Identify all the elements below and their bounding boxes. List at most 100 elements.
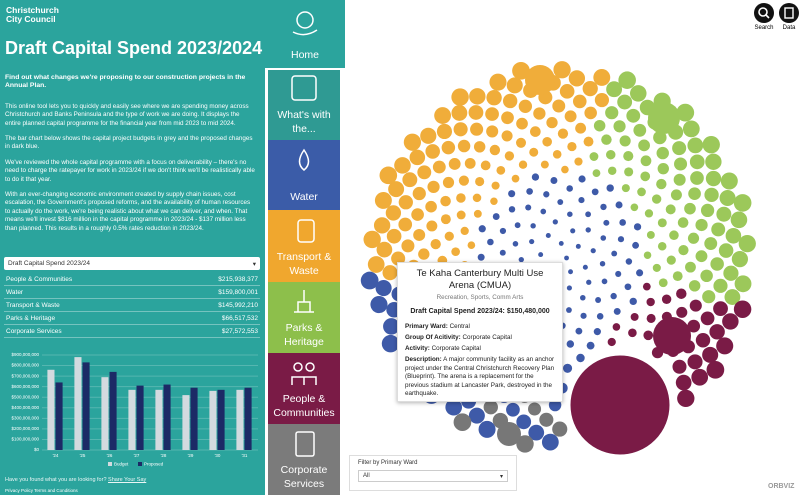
bubble — [704, 237, 718, 250]
bubble — [615, 270, 622, 277]
bubble — [440, 214, 451, 225]
bar — [182, 395, 190, 450]
bubble — [643, 330, 654, 341]
bubble — [706, 360, 725, 379]
legal[interactable]: Privacy Policy Terms and Conditions — [5, 488, 78, 493]
nav-label: Transport & Waste — [276, 251, 332, 277]
filter: Filter by Primary Ward All ▾ — [349, 455, 517, 491]
nav-label: What's with the... — [277, 109, 331, 135]
table-cell: $159,800,001 — [218, 288, 258, 296]
bubble — [470, 122, 484, 136]
tooltip: Te Kaha Canterbury Multi Use Arena (CMUA… — [397, 262, 563, 402]
y-tick-label: $100,000,000 — [11, 437, 39, 442]
nav-tile[interactable]: Water — [268, 140, 340, 210]
dataset-select[interactable]: Draft Capital Spend 2023/24 ▾ — [4, 257, 260, 270]
bubble — [646, 297, 655, 307]
bubble — [629, 297, 637, 306]
bubble — [564, 255, 569, 261]
bubble — [695, 218, 708, 232]
nav-home[interactable]: Home — [265, 0, 345, 68]
nav-tile[interactable]: Parks & Heritage — [268, 282, 340, 353]
bubble — [617, 94, 633, 110]
bubble — [434, 107, 452, 124]
bubble — [642, 282, 651, 291]
tooltip-title: Te Kaha Canterbury Multi Use Arena (CMUA… — [416, 268, 544, 291]
bubble — [713, 301, 728, 317]
bubble — [665, 204, 676, 215]
bubble — [552, 99, 566, 113]
bubble — [412, 186, 426, 201]
data-icon — [779, 3, 799, 23]
bubble — [516, 414, 532, 430]
bubble — [601, 134, 612, 145]
bubble — [370, 295, 388, 314]
bubble — [687, 354, 703, 370]
footer-link[interactable]: Share Your Say — [108, 477, 147, 483]
bubble — [492, 213, 500, 220]
nav-tile[interactable]: Transport & Waste — [268, 210, 340, 282]
bubble — [403, 133, 421, 151]
y-tick-label: $800,000,000 — [11, 363, 39, 368]
bubble — [621, 184, 630, 193]
nav-label: Parks & Heritage — [284, 322, 324, 348]
bubble — [591, 188, 599, 196]
search-button[interactable]: Search — [753, 3, 775, 31]
bubble — [733, 194, 752, 212]
bubble — [497, 422, 521, 446]
bubble — [575, 243, 581, 249]
bubble — [402, 172, 418, 188]
filter-select[interactable]: All ▾ — [358, 470, 508, 482]
bubble — [436, 123, 453, 140]
bubble — [724, 289, 741, 305]
bubble — [468, 407, 485, 424]
bubble — [530, 126, 541, 137]
bubble — [531, 173, 540, 181]
bubble — [543, 191, 550, 198]
bubble — [516, 435, 534, 453]
home-icon — [292, 11, 318, 36]
bubble — [738, 235, 756, 253]
nav-tile[interactable]: What's with the... — [268, 70, 340, 140]
bubble — [418, 248, 430, 260]
bubble — [723, 265, 739, 281]
bubble — [666, 255, 676, 265]
bubble — [676, 103, 695, 122]
bubble — [514, 222, 521, 229]
bubble — [710, 257, 724, 271]
y-tick-label: $900,000,000 — [11, 352, 39, 357]
bubble — [593, 119, 606, 132]
bubble — [725, 227, 742, 244]
bubble — [552, 219, 558, 225]
bubble — [456, 193, 466, 203]
bubble — [716, 337, 734, 355]
bubble — [656, 178, 667, 190]
y-tick-label: $300,000,000 — [11, 416, 39, 421]
bubble — [444, 231, 454, 241]
bubble — [486, 89, 502, 106]
bubble — [640, 171, 651, 182]
bubble — [518, 160, 528, 169]
table-cell: Transport & Waste — [6, 301, 60, 309]
bubble — [636, 269, 644, 277]
bubble — [633, 223, 642, 231]
footer-prompt: Have you found what you are looking for?… — [5, 477, 146, 483]
bubble — [646, 231, 655, 239]
bubble — [601, 278, 608, 285]
bubble — [611, 250, 618, 257]
bubble — [472, 193, 482, 203]
bubble — [489, 144, 501, 156]
bubble — [401, 239, 415, 253]
bubble — [376, 241, 393, 258]
bubble — [374, 191, 392, 209]
side-panel: Christchurch City Council Draft Capital … — [0, 0, 265, 495]
bubble — [546, 116, 558, 129]
nav-tile[interactable]: People & Communities — [268, 353, 340, 424]
bubble — [677, 389, 695, 408]
bubble — [603, 219, 610, 226]
data-button[interactable]: Data — [778, 3, 800, 31]
bubble — [700, 203, 715, 218]
nav-tile[interactable]: Corporate Services — [268, 424, 340, 495]
bubble — [612, 323, 621, 331]
bubble — [425, 200, 437, 213]
icon — [295, 431, 315, 457]
